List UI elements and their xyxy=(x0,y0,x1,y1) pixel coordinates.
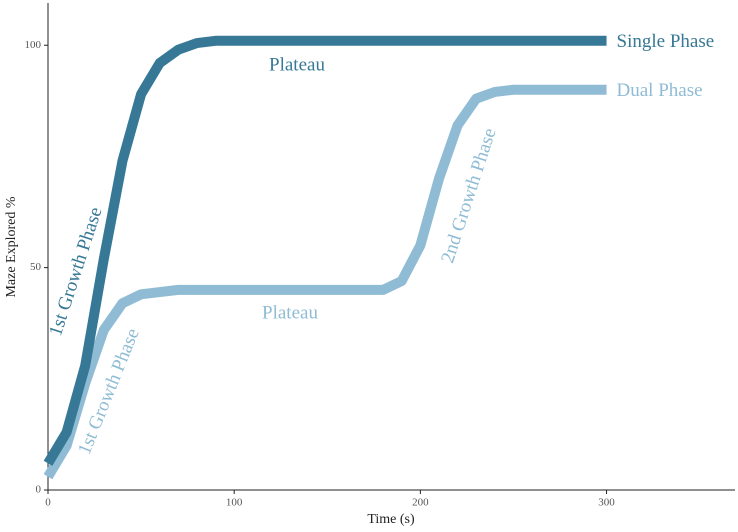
x-axis-title: Time (s) xyxy=(367,512,415,527)
series-label: Single Phase xyxy=(617,31,715,52)
x-tick-label: 200 xyxy=(412,497,429,509)
series-line xyxy=(43,84,607,480)
series-line xyxy=(43,35,607,466)
x-tick-label: 0 xyxy=(45,497,51,509)
series-label: Dual Phase xyxy=(617,80,703,101)
y-tick-label: 50 xyxy=(30,261,42,273)
annotation: Plateau xyxy=(269,54,325,75)
annotation: Plateau xyxy=(262,302,318,323)
x-tick-label: 100 xyxy=(226,497,243,509)
y-tick-label: 0 xyxy=(36,484,42,496)
y-axis-title: Maze Explored % xyxy=(4,196,19,297)
x-tick-label: 300 xyxy=(598,497,615,509)
y-tick-label: 100 xyxy=(25,39,42,51)
